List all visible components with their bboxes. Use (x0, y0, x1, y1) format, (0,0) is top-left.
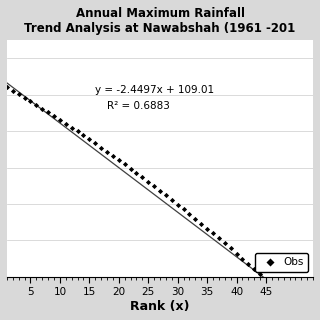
Point (4, 85, 10, 90)
Point (281, 293, 286, 299)
Point (269, 283, 275, 288)
Point (181, 207, 186, 212)
Point (81, 133, 86, 138)
Point (275, 288, 280, 293)
Point (22, 95, 27, 100)
Point (116, 157, 121, 163)
Point (87, 137, 92, 142)
Point (246, 261, 251, 267)
Point (234, 251, 239, 256)
Point (140, 175, 145, 180)
Point (75, 129, 80, 134)
Point (104, 149, 109, 154)
Point (57, 117, 62, 122)
X-axis label: Rank (x): Rank (x) (130, 300, 190, 313)
Point (193, 216, 198, 221)
Point (216, 236, 221, 241)
Legend: Obs: Obs (255, 253, 308, 272)
Point (175, 202, 180, 207)
Text: y = -2.4497x + 109.01: y = -2.4497x + 109.01 (95, 85, 214, 95)
Point (157, 188, 163, 193)
Text: R² = 0.6883: R² = 0.6883 (107, 101, 170, 111)
Point (40, 106, 45, 111)
Point (299, 310, 304, 315)
Point (128, 166, 133, 171)
Point (263, 277, 268, 282)
Point (134, 170, 139, 175)
Point (252, 267, 257, 272)
Point (305, 316, 310, 320)
Point (63, 121, 68, 126)
Point (16, 92, 21, 97)
Point (52, 114, 57, 119)
Point (199, 221, 204, 226)
Point (69, 125, 74, 130)
Point (45, 110, 51, 115)
Point (110, 153, 116, 158)
Point (187, 212, 192, 217)
Point (34, 102, 39, 108)
Title: Annual Maximum Rainfall
Trend Analysis at Nawabshah (1961 -201: Annual Maximum Rainfall Trend Analysis a… (24, 7, 296, 35)
Point (211, 231, 216, 236)
Point (10, 88, 15, 93)
Point (287, 299, 292, 304)
Point (93, 141, 98, 146)
Point (169, 197, 174, 203)
Point (204, 226, 210, 231)
Point (99, 145, 104, 150)
Point (240, 256, 245, 261)
Point (222, 241, 227, 246)
Point (228, 246, 233, 251)
Point (152, 184, 157, 189)
Point (28, 99, 33, 104)
Point (122, 162, 127, 167)
Point (146, 179, 151, 184)
Point (163, 193, 168, 198)
Point (293, 304, 298, 309)
Point (258, 272, 263, 277)
